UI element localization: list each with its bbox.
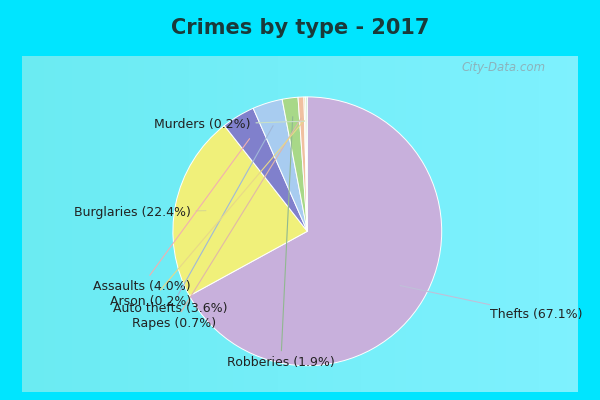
Text: Robberies (1.9%): Robberies (1.9%) [227, 117, 335, 369]
Wedge shape [298, 97, 307, 231]
Wedge shape [190, 97, 442, 366]
Wedge shape [304, 97, 307, 231]
Text: Thefts (67.1%): Thefts (67.1%) [400, 286, 583, 321]
Wedge shape [173, 126, 307, 296]
Wedge shape [253, 99, 307, 231]
Text: Burglaries (22.4%): Burglaries (22.4%) [74, 206, 206, 219]
Text: City-Data.com: City-Data.com [462, 62, 546, 74]
Wedge shape [282, 97, 307, 231]
Text: Auto thefts (3.6%): Auto thefts (3.6%) [113, 126, 273, 315]
Text: Assaults (4.0%): Assaults (4.0%) [92, 139, 250, 293]
Text: Rapes (0.7%): Rapes (0.7%) [132, 118, 301, 330]
Wedge shape [224, 108, 307, 231]
Wedge shape [305, 97, 307, 231]
Text: Arson (0.2%): Arson (0.2%) [110, 120, 304, 308]
Text: Murders (0.2%): Murders (0.2%) [154, 118, 305, 131]
Text: Crimes by type - 2017: Crimes by type - 2017 [171, 18, 429, 38]
